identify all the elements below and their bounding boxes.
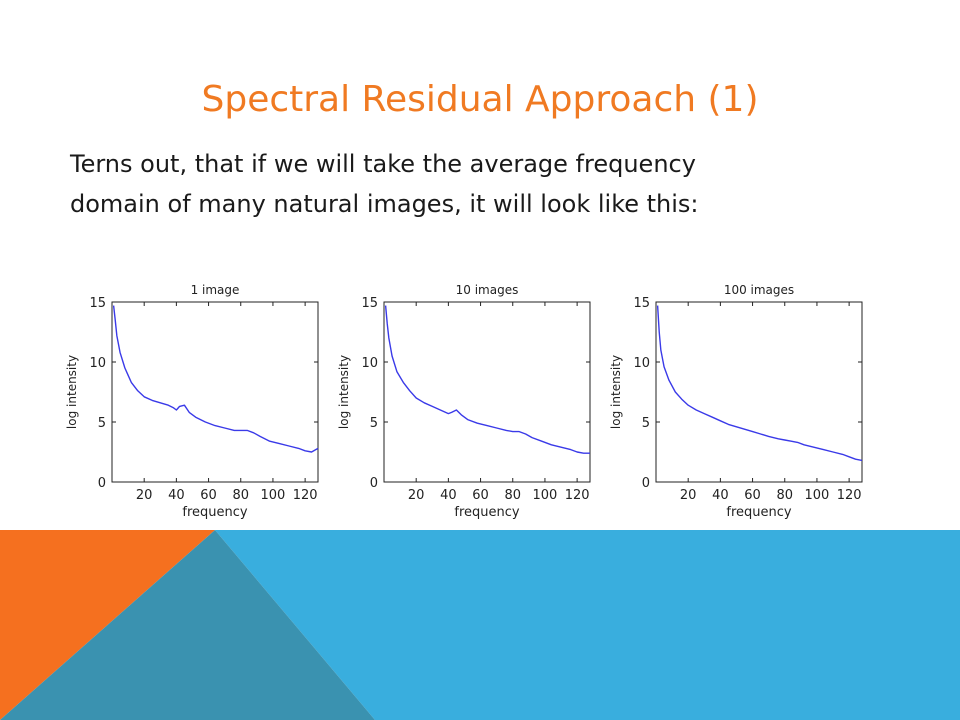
y-axis-label: log intensity <box>337 355 351 429</box>
plot-frame <box>111 301 319 483</box>
plot-frame <box>655 301 863 483</box>
x-axis-label: frequency <box>182 505 248 520</box>
chart-title: 10 images <box>456 283 519 297</box>
chart-10-images: 10 images 20 40 60 80 100 120 0 5 10 15 frequency lo… <box>337 283 591 520</box>
charts-container: 1 image 20 40 60 80 100 120 0 5 10 15 frequency log … <box>40 268 920 528</box>
body-text: Terns out, that if we will take the aver… <box>70 144 930 224</box>
x-axis-label: frequency <box>454 505 520 520</box>
chart-title: 1 image <box>191 283 240 297</box>
x-tick-label: 60 <box>472 488 489 503</box>
y-tick-label: 10 <box>361 356 378 371</box>
series-line <box>112 305 319 453</box>
x-tick-label: 20 <box>680 488 697 503</box>
x-tick-label: 40 <box>440 488 457 503</box>
x-tick-label: 80 <box>776 488 793 503</box>
blue-shape <box>215 530 960 720</box>
series-line <box>656 305 863 462</box>
body-line-1: Terns out, that if we will take the aver… <box>70 150 696 178</box>
x-tick-label: 120 <box>565 488 590 503</box>
x-tick-label: 60 <box>744 488 761 503</box>
y-tick-label: 10 <box>633 356 650 371</box>
y-tick-label: 5 <box>98 416 106 431</box>
slide-title: Spectral Residual Approach (1) <box>201 79 759 120</box>
chart-100-images: 100 images 20 40 60 80 100 120 0 5 10 15 frequency l… <box>609 283 863 520</box>
y-tick-label: 5 <box>370 416 378 431</box>
x-tick-label: 40 <box>712 488 729 503</box>
y-tick-label: 0 <box>98 476 106 491</box>
y-axis-label: log intensity <box>65 355 79 429</box>
x-tick-label: 120 <box>293 488 318 503</box>
x-tick-label: 20 <box>408 488 425 503</box>
y-tick-label: 15 <box>633 296 650 311</box>
teal-shape <box>0 530 375 720</box>
y-tick-label: 0 <box>642 476 650 491</box>
x-tick-label: 120 <box>837 488 862 503</box>
x-tick-label: 40 <box>168 488 185 503</box>
x-tick-label: 80 <box>232 488 249 503</box>
x-tick-label: 60 <box>200 488 217 503</box>
x-tick-label: 20 <box>136 488 153 503</box>
y-axis-label: log intensity <box>609 355 623 429</box>
chart-title: 100 images <box>724 283 794 297</box>
y-tick-label: 15 <box>361 296 378 311</box>
y-tick-label: 10 <box>89 356 106 371</box>
body-line-2: domain of many natural images, it will l… <box>70 190 699 218</box>
chart-1-image: 1 image 20 40 60 80 100 120 0 5 10 15 frequency log … <box>65 283 319 520</box>
x-tick-label: 100 <box>533 488 558 503</box>
series-line <box>384 305 590 454</box>
plot-frame <box>383 301 591 483</box>
x-tick-label: 100 <box>261 488 286 503</box>
x-axis-label: frequency <box>726 505 792 520</box>
y-tick-label: 15 <box>89 296 106 311</box>
y-tick-label: 0 <box>370 476 378 491</box>
y-tick-label: 5 <box>642 416 650 431</box>
x-tick-label: 80 <box>504 488 521 503</box>
x-tick-label: 100 <box>805 488 830 503</box>
